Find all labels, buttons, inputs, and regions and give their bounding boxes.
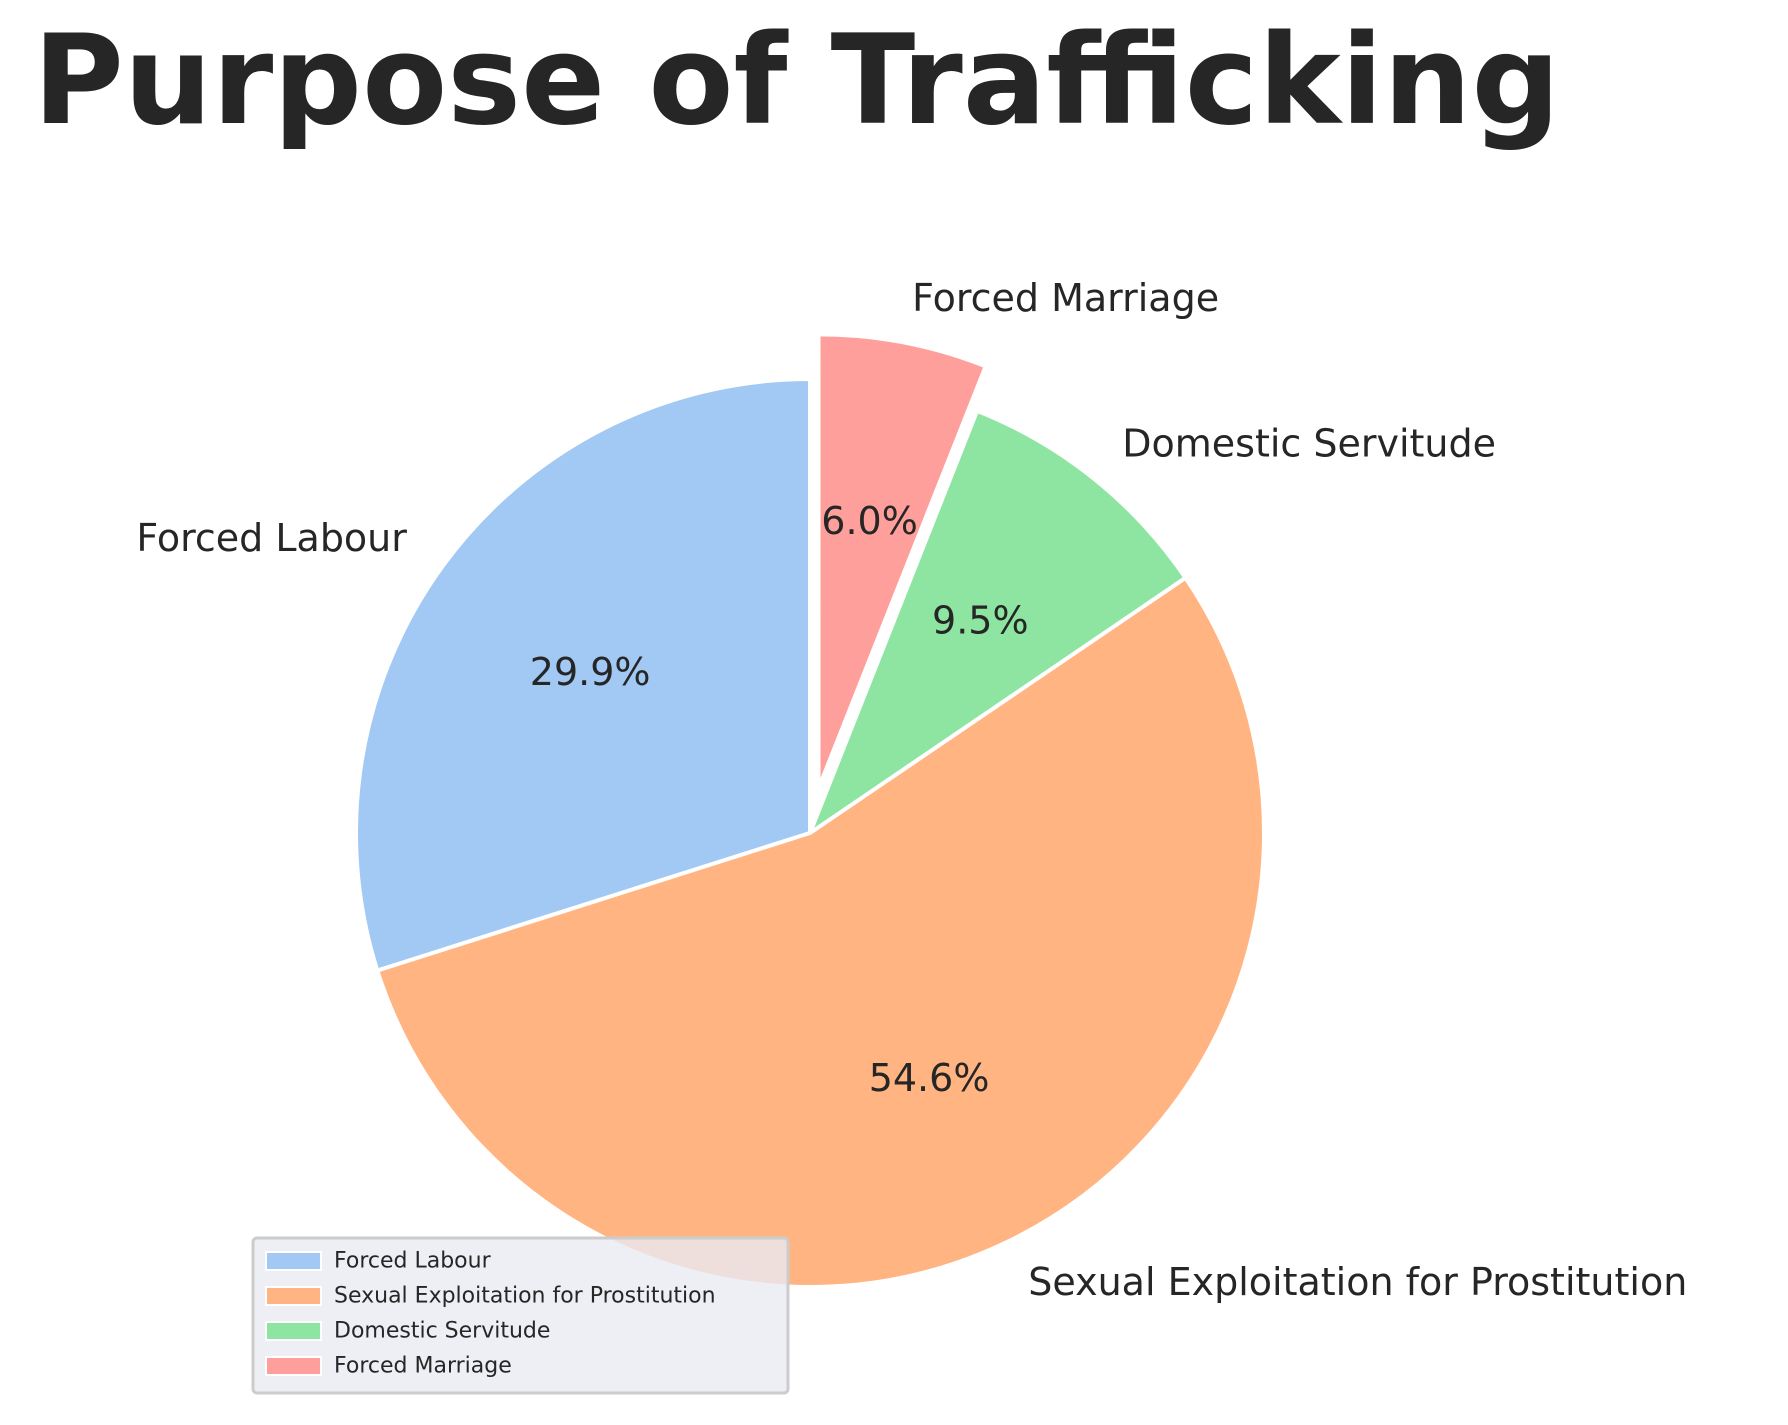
slice-labels: Forced Labour Sexual Exploitation for Pro… — [136, 276, 1687, 1304]
legend-swatch-sexual-exploitation-for-prostitution — [265, 1286, 322, 1306]
legend-swatch-domestic-servitude — [265, 1321, 322, 1341]
pie-slice-sexual-exploitation-for-prostitution — [375, 575, 1266, 1289]
legend-box — [251, 1236, 790, 1395]
percent-label-domestic-servitude: 9.5% — [932, 598, 1029, 642]
percent-label-forced-labour: 29.9% — [530, 650, 651, 694]
pie-slices — [354, 332, 1266, 1289]
legend-swatch-forced-labour — [265, 1251, 322, 1271]
legend-label-forced-marriage: Forced Marriage — [334, 1354, 512, 1379]
slice-label-forced-marriage: Forced Marriage — [912, 276, 1219, 320]
percent-label-sexual-exploitation-for-prostitution: 54.6% — [869, 1056, 990, 1100]
percent-labels: 29.9% 54.6% 9.5% 6.0% — [530, 499, 1029, 1100]
legend: Forced Labour Sexual Exploitation for Pro… — [251, 1236, 790, 1395]
legend-swatch-forced-marriage — [265, 1356, 322, 1376]
percent-label-forced-marriage: 6.0% — [821, 499, 918, 543]
legend-label-forced-labour: Forced Labour — [334, 1249, 492, 1274]
legend-entries: Forced Labour Sexual Exploitation for Pro… — [265, 1249, 716, 1379]
slice-label-forced-labour: Forced Labour — [136, 516, 407, 560]
chart-title: Purpose of Trafficking — [33, 9, 1560, 153]
legend-label-sexual-exploitation-for-prostitution: Sexual Exploitation for Prostitution — [334, 1284, 716, 1309]
legend-label-domestic-servitude: Domestic Servitude — [334, 1319, 550, 1344]
slice-label-sexual-exploitation-for-prostitution: Sexual Exploitation for Prostitution — [1028, 1260, 1687, 1304]
slice-label-domestic-servitude: Domestic Servitude — [1122, 421, 1496, 465]
pie-slice-domestic-servitude — [808, 408, 1188, 835]
pie-slice-forced-labour — [354, 377, 812, 973]
pie-slice-forced-marriage — [816, 332, 988, 791]
